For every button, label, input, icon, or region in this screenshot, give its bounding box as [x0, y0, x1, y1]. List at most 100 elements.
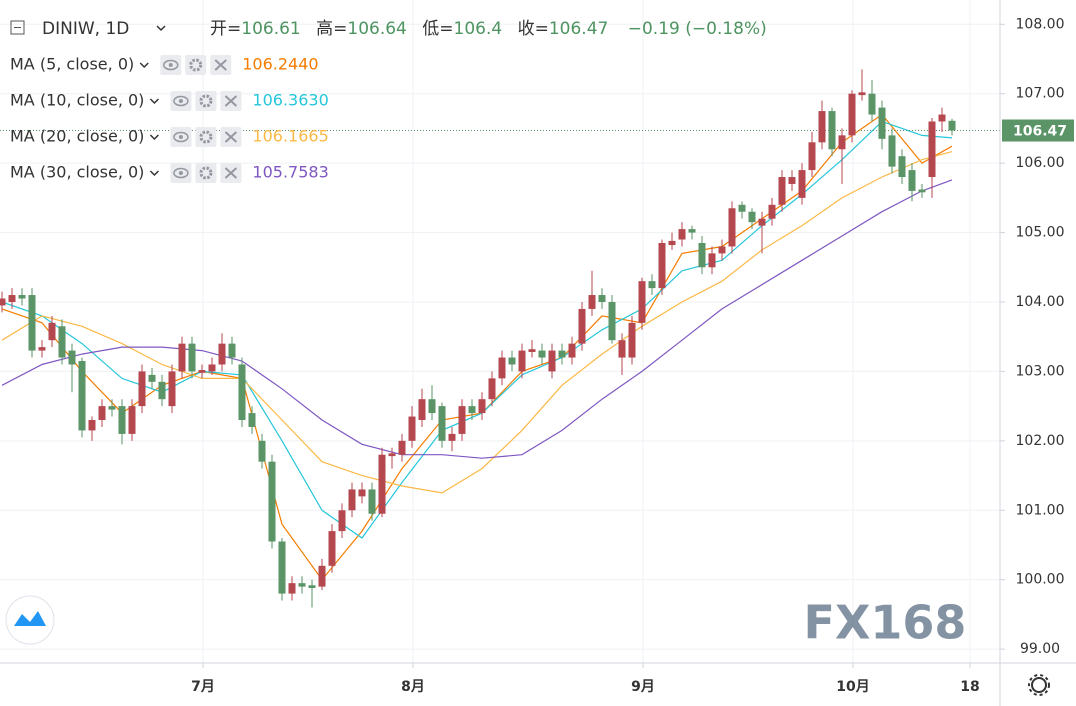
gear-icon [199, 166, 213, 180]
candle-body [778, 177, 786, 205]
candle-body [838, 135, 846, 150]
y-tick-label: 104.00 [1016, 294, 1065, 310]
candle-body [378, 454, 386, 514]
symbol: DINIW, 1D [42, 19, 129, 39]
candle-body [258, 440, 266, 462]
candle-body [328, 531, 336, 566]
candle-body [738, 204, 746, 212]
eye-icon [173, 131, 189, 143]
candle-body [178, 343, 186, 372]
candle-body [628, 322, 636, 358]
y-tick-label: 105.00 [1016, 225, 1065, 241]
candle-body [408, 416, 416, 441]
grid [0, 0, 1000, 663]
gear-button[interactable] [185, 55, 207, 75]
ohlc: 开=106.61 高=106.64 低=106.4 收=106.47 −0.19… [210, 19, 767, 39]
y-tick-label: 106.00 [1016, 155, 1065, 171]
candle-body [0, 298, 6, 306]
candle-body [38, 347, 46, 351]
ma-line [1, 179, 953, 459]
candle-body [388, 453, 396, 457]
eye-icon [162, 59, 179, 71]
candle-body [148, 374, 156, 382]
gear-button[interactable] [195, 91, 217, 111]
candle-body [648, 281, 656, 289]
gear-button[interactable] [195, 163, 217, 183]
candle-body [708, 253, 716, 268]
candle-body [268, 461, 276, 542]
candle-body [538, 350, 546, 358]
candle-body [338, 510, 346, 532]
candle-body [508, 357, 516, 365]
change: −0.19 (−0.18%) [628, 19, 767, 39]
candle-body [858, 92, 866, 96]
eye-pupil [178, 171, 183, 175]
candle-body [528, 349, 536, 352]
candle-body [168, 371, 176, 407]
close-icon [224, 131, 238, 143]
candle-body [888, 135, 896, 167]
candle-body [288, 583, 296, 594]
candle-body [278, 541, 286, 594]
candle-body [878, 107, 886, 139]
candle-body [28, 295, 36, 351]
close-value: 106.47 [549, 19, 608, 39]
y-tick-label: 99.00 [1020, 641, 1060, 657]
candle-body [58, 326, 66, 358]
x-tick-label: 8月 [401, 679, 425, 695]
dropdown-icon [139, 62, 149, 69]
dropdown-icon [149, 170, 159, 177]
candle-body [598, 295, 606, 302]
ma-line [1, 151, 953, 494]
candle-body [618, 340, 626, 358]
candle-body [158, 381, 166, 400]
candle-body [8, 295, 16, 302]
eye-icon [173, 95, 189, 107]
candle-body [358, 489, 366, 497]
gear-icon [189, 58, 203, 72]
candle-body [718, 246, 726, 254]
candle-body [318, 565, 326, 587]
candle-body [548, 350, 556, 372]
candle-body [108, 406, 116, 410]
candle-body [908, 170, 916, 191]
y-tick-label: 102.00 [1016, 433, 1065, 449]
candle-body [18, 295, 26, 299]
candle-body [198, 370, 206, 373]
candle-body [98, 406, 106, 421]
candle-body [638, 281, 646, 323]
logo [5, 595, 55, 645]
candle-body [698, 242, 706, 268]
high-value: 106.64 [347, 19, 406, 39]
candle-body [228, 343, 236, 358]
candle-body [748, 211, 756, 223]
x-tick-label: 9月 [631, 679, 655, 695]
candle-body [68, 350, 76, 365]
close-icon [224, 95, 238, 107]
candle-body [298, 583, 306, 587]
settings-icon[interactable] [1028, 674, 1050, 696]
gear-button[interactable] [195, 127, 217, 147]
candle-body [868, 93, 876, 115]
eye-pupil [178, 135, 183, 139]
candle-body [898, 156, 906, 178]
candle-body [188, 343, 196, 372]
gear-icon [199, 130, 213, 144]
y-tick-label: 100.00 [1016, 572, 1065, 588]
last-price-label: 106.47 [1013, 124, 1067, 140]
low-value: 106.4 [454, 19, 503, 39]
collapse-icon[interactable] [10, 20, 25, 35]
candle-body [458, 406, 466, 434]
axes: 99.00 100.00 101.00 102.00 103.00 104.00 105.0… [191, 16, 1074, 695]
candle-body [668, 240, 676, 246]
last-price-box [1002, 119, 1074, 142]
candle-body [238, 364, 246, 421]
candles [0, 69, 956, 608]
candle-body [688, 229, 696, 233]
candle-body [48, 322, 56, 341]
candle-body [808, 142, 816, 171]
candle-body [818, 111, 826, 143]
candle-body [78, 361, 86, 431]
watermark: FX168 [804, 596, 967, 650]
candle-body [758, 218, 766, 226]
